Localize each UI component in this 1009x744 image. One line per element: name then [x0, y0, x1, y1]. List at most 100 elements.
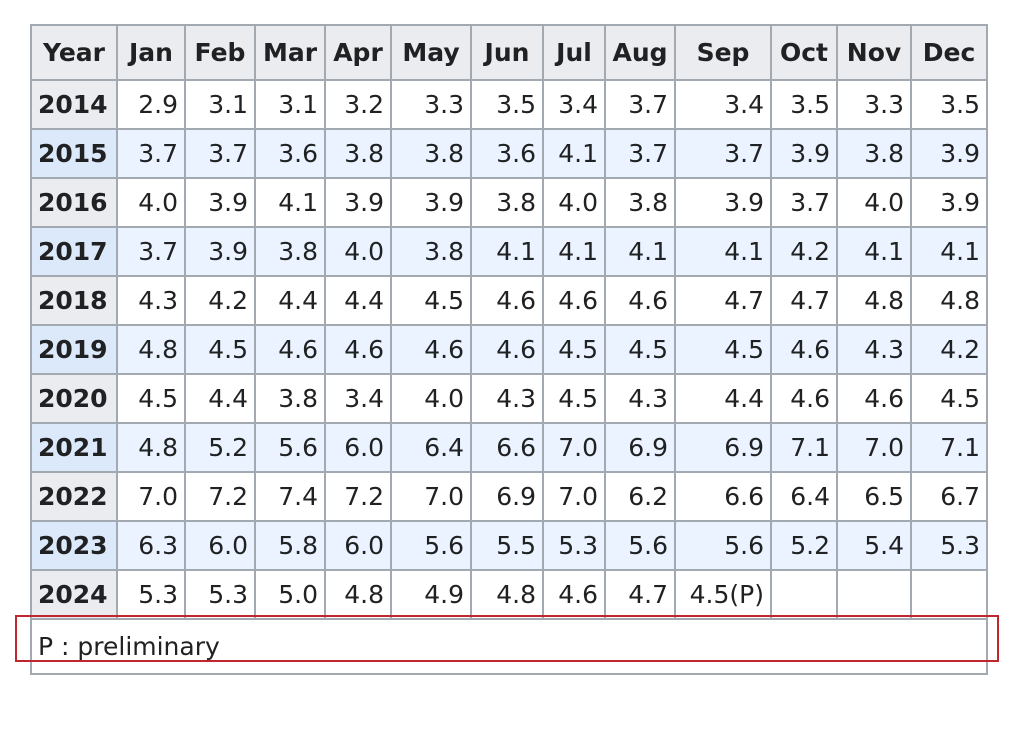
table-cell: 7.2	[324, 471, 392, 522]
table-cell: 4.6	[470, 275, 544, 326]
table-cell: 4.8	[470, 569, 544, 620]
column-header-sep: Sep	[674, 24, 772, 81]
table-cell: 3.8	[254, 226, 326, 277]
footnote: P : preliminary	[30, 618, 988, 675]
row-header-year: 2023	[30, 520, 118, 571]
table-cell: 4.8	[836, 275, 912, 326]
table-cell: 4.3	[836, 324, 912, 375]
table-row: 2023 6.3 6.0 5.8 6.0 5.6 5.5 5.3 5.6 5.6 5.2 5.4 5.3	[30, 520, 988, 571]
row-header-year: 2022	[30, 471, 118, 522]
table-cell: 4.6	[470, 324, 544, 375]
table-cell: 6.6	[674, 471, 772, 522]
table-cell: 3.7	[184, 128, 256, 179]
column-header-jul: Jul	[542, 24, 606, 81]
table-cell: 3.4	[674, 79, 772, 130]
table-cell: 4.1	[836, 226, 912, 277]
table-cell: 4.2	[910, 324, 988, 375]
table-cell: 4.5	[542, 373, 606, 424]
table-cell: 3.1	[184, 79, 256, 130]
row-header-year: 2020	[30, 373, 118, 424]
table-cell: 3.9	[390, 177, 472, 228]
table-cell: 3.7	[116, 226, 186, 277]
table-cell: 4.5	[390, 275, 472, 326]
table-cell: 3.1	[254, 79, 326, 130]
table-cell: 3.7	[674, 128, 772, 179]
column-header-nov: Nov	[836, 24, 912, 81]
table-cell: 4.6	[770, 324, 838, 375]
column-header-aug: Aug	[604, 24, 676, 81]
table-cell: 5.6	[674, 520, 772, 571]
table-cell: 3.9	[324, 177, 392, 228]
table-cell: 4.6	[770, 373, 838, 424]
table-cell: 4.7	[604, 569, 676, 620]
row-header-year: 2024	[30, 569, 118, 620]
table-row: 2014 2.9 3.1 3.1 3.2 3.3 3.5 3.4 3.7 3.4 3.5 3.3 3.5	[30, 79, 988, 130]
row-header-year: 2019	[30, 324, 118, 375]
table-cell: 4.4	[184, 373, 256, 424]
table-cell: 4.0	[324, 226, 392, 277]
column-header-apr: Apr	[324, 24, 392, 81]
table-cell: 5.3	[910, 520, 988, 571]
table-cell: 4.8	[910, 275, 988, 326]
table-cell: 7.1	[910, 422, 988, 473]
table-cell: 3.7	[604, 128, 676, 179]
column-header-jan: Jan	[116, 24, 186, 81]
table-cell: 5.3	[184, 569, 256, 620]
table-cell: 6.0	[324, 520, 392, 571]
table-cell: 4.1	[542, 128, 606, 179]
table-row: 2021 4.8 5.2 5.6 6.0 6.4 6.6 7.0 6.9 6.9 7.1 7.0 7.1	[30, 422, 988, 473]
table-cell: 4.4	[324, 275, 392, 326]
footnote-row: P : preliminary	[30, 618, 988, 675]
table-cell: 7.4	[254, 471, 326, 522]
table-cell: 2.9	[116, 79, 186, 130]
table-cell: 7.2	[184, 471, 256, 522]
table-cell: 4.0	[390, 373, 472, 424]
table-cell: 3.6	[254, 128, 326, 179]
table-cell: 3.9	[184, 177, 256, 228]
table-cell: 5.5	[470, 520, 544, 571]
table-cell: 3.8	[390, 226, 472, 277]
table-cell: 4.6	[604, 275, 676, 326]
table-cell: 4.1	[542, 226, 606, 277]
table-cell: 7.1	[770, 422, 838, 473]
header-row: Year Jan Feb Mar Apr May Jun Jul Aug Sep Oct Nov Dec	[30, 24, 988, 81]
table-cell: 6.6	[470, 422, 544, 473]
table-cell: 3.8	[390, 128, 472, 179]
table-cell: 3.8	[604, 177, 676, 228]
table-cell: 3.7	[604, 79, 676, 130]
table-cell: 4.5	[910, 373, 988, 424]
data-table-container: Year Jan Feb Mar Apr May Jun Jul Aug Sep Oct Nov Dec…	[30, 24, 988, 675]
table-cell: 7.0	[390, 471, 472, 522]
monthly-rate-table: Year Jan Feb Mar Apr May Jun Jul Aug Sep Oct Nov Dec…	[30, 24, 988, 675]
table-cell: 4.3	[470, 373, 544, 424]
row-header-year: 2017	[30, 226, 118, 277]
row-header-year: 2016	[30, 177, 118, 228]
table-cell: 5.6	[254, 422, 326, 473]
table-cell: 4.6	[254, 324, 326, 375]
table-cell: 5.4	[836, 520, 912, 571]
table-cell: 3.6	[470, 128, 544, 179]
table-cell: 4.0	[836, 177, 912, 228]
column-header-dec: Dec	[910, 24, 988, 81]
table-cell: 6.5	[836, 471, 912, 522]
table-cell: 4.9	[390, 569, 472, 620]
table-cell: 3.9	[674, 177, 772, 228]
column-header-mar: Mar	[254, 24, 326, 81]
table-cell: 3.2	[324, 79, 392, 130]
table-cell: 3.8	[470, 177, 544, 228]
table-cell: 4.7	[770, 275, 838, 326]
table-cell: 3.9	[910, 128, 988, 179]
column-header-feb: Feb	[184, 24, 256, 81]
table-cell: 3.9	[184, 226, 256, 277]
table-cell: 4.3	[604, 373, 676, 424]
table-cell: 6.0	[184, 520, 256, 571]
table-row: 2020 4.5 4.4 3.8 3.4 4.0 4.3 4.5 4.3 4.4 4.6 4.6 4.5	[30, 373, 988, 424]
table-footer: P : preliminary	[30, 618, 988, 675]
table-cell: 4.2	[184, 275, 256, 326]
table-cell: 3.8	[324, 128, 392, 179]
table-cell: 5.3	[116, 569, 186, 620]
table-cell: 3.5	[770, 79, 838, 130]
table-row: 2022 7.0 7.2 7.4 7.2 7.0 6.9 7.0 6.2 6.6 6.4 6.5 6.7	[30, 471, 988, 522]
table-cell: 3.7	[770, 177, 838, 228]
table-cell: 4.5	[674, 324, 772, 375]
